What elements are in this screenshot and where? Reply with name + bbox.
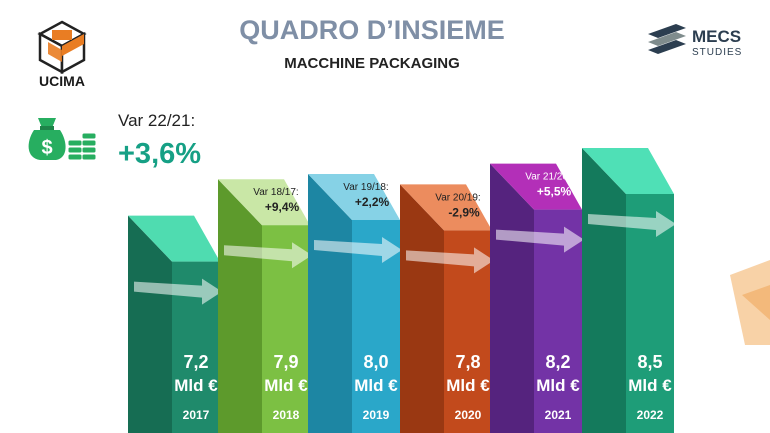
bar-value-label: 8,0 (363, 352, 388, 372)
bar-unit-label: Mld € (446, 376, 490, 395)
bar-2020: Var 20/19: -2,9% 7,8 Mld € 2020 (400, 184, 494, 433)
bar-top-face (582, 148, 674, 194)
bar-side-face (400, 184, 444, 433)
bar-2021: Var 21/20: +5,5% 8,2 Mld € 2021 (490, 163, 584, 433)
trend-arrow-icon (224, 242, 312, 269)
bar-year-label: 2018 (273, 408, 300, 422)
bar-year-label: 2021 (545, 408, 572, 422)
ucima-logo: UCIMA (37, 20, 87, 89)
bar-unit-label: Mld € (354, 376, 398, 395)
page-subtitle: MACCHINE PACKAGING (284, 55, 460, 72)
bar-side-face (490, 163, 534, 433)
bar-value-label: 7,2 (183, 352, 208, 372)
mecs-logo-subtitle: STUDIES (692, 47, 742, 58)
bar-2017: 7,2 Mld € 2017 (128, 215, 222, 433)
change-value: +2,2% (355, 195, 390, 209)
bar-value-label: 8,5 (637, 352, 662, 372)
bar-unit-label: Mld € (174, 376, 218, 395)
bar-side-face (582, 148, 626, 433)
change-value: +5,5% (537, 185, 572, 199)
change-label: Var 20/19: (435, 192, 480, 203)
bar-side-face (308, 174, 352, 433)
trend-arrow-icon (496, 226, 584, 253)
bar-value-label: 8,2 (545, 352, 570, 372)
bar-side-face (218, 179, 262, 433)
decorative-orange-shape (730, 260, 770, 345)
decorative-orange-shape-2 (742, 285, 770, 320)
bar-value-label: 7,8 (455, 352, 480, 372)
change-label: Var 18/17: (253, 187, 298, 198)
bar-year-label: 2017 (183, 408, 210, 422)
bar-unit-label: Mld € (536, 376, 580, 395)
bar-top-face (308, 174, 400, 220)
bar-side-face (128, 215, 172, 433)
trend-arrow-icon (314, 237, 402, 263)
bar-year-label: 2022 (637, 408, 664, 422)
svg-text:$: $ (41, 137, 52, 159)
change-value: +9,4% (265, 200, 300, 214)
change-value: -2,9% (448, 205, 480, 219)
bar-top-face (218, 179, 310, 226)
bar-unit-label: Mld € (628, 376, 672, 395)
change-label: Var 19/18: (343, 182, 388, 193)
bar-year-label: 2019 (363, 408, 390, 422)
bar-front-face (626, 194, 674, 433)
bar-value-label: 7,9 (273, 352, 298, 372)
bar-2022: 8,5 Mld € 2022 (582, 148, 676, 433)
money-bag-coins-icon: $ (28, 118, 97, 161)
bar-2019: Var 19/18: +2,2% 8,0 Mld € 2019 (308, 174, 402, 433)
page-title: QUADRO D’INSIEME (239, 15, 505, 45)
trend-arrow-icon (406, 247, 494, 274)
summary-value: +3,6% (118, 138, 201, 170)
change-label: Var 21/20: (525, 172, 570, 183)
mecs-stripes-icon (648, 24, 686, 54)
summary-label: Var 22/21: (118, 111, 195, 130)
mecs-logo-title: MECS (692, 27, 741, 46)
bar-2018: Var 18/17: +9,4% 7,9 Mld € 2018 (218, 179, 312, 433)
bar-front-face (534, 209, 582, 433)
bar-unit-label: Mld € (264, 376, 308, 395)
trend-arrow-icon (134, 278, 222, 305)
bar-top-face (490, 163, 582, 210)
bar-year-label: 2020 (455, 408, 482, 422)
bar-top-face (400, 184, 492, 231)
trend-arrow-icon (588, 211, 676, 237)
mecs-logo: MECS STUDIES (648, 24, 742, 58)
ucima-box-icon (37, 20, 87, 75)
bar-top-face (128, 215, 220, 262)
ucima-logo-text: UCIMA (39, 73, 85, 89)
